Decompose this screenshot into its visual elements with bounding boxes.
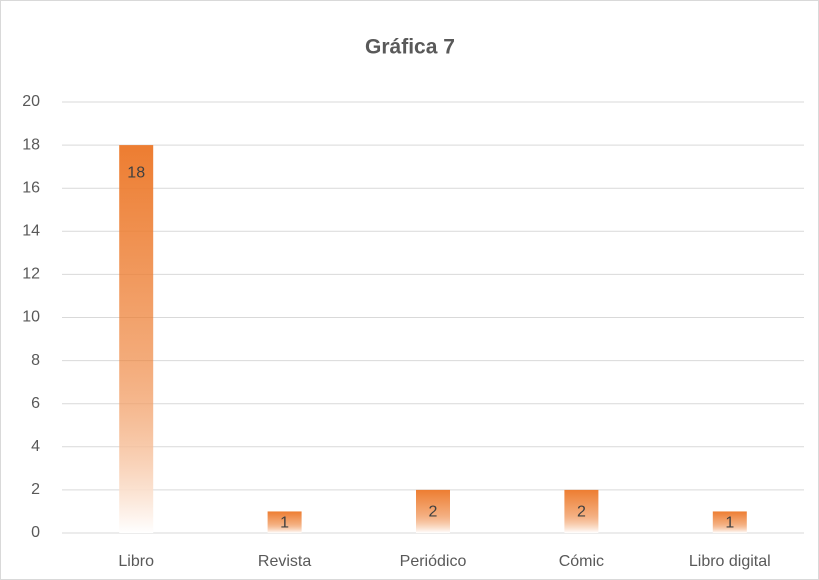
bar [267,511,302,533]
x-tick-label: Cómic [559,553,604,570]
chart-title: Gráfica 7 [365,36,455,59]
data-label: 2 [429,504,438,521]
data-label: 1 [280,514,289,531]
x-tick-label: Revista [258,553,311,570]
bar [416,489,450,533]
y-tick-label: 14 [22,223,40,240]
y-tick-label: 0 [31,524,40,541]
data-label: 1 [725,514,734,531]
y-tick-label: 10 [22,309,40,326]
bar [564,489,599,533]
x-tick-label: Libro digital [689,553,771,570]
y-tick-label: 20 [22,93,40,110]
bar [119,145,154,533]
y-tick-label: 16 [22,179,40,196]
y-tick-label: 18 [22,136,40,153]
y-tick-label: 2 [31,481,40,498]
x-tick-label: Periódico [400,553,467,570]
y-tick-label: 8 [31,352,40,369]
data-label: 2 [577,504,586,521]
bar [712,511,747,533]
data-label: 18 [127,164,145,181]
y-tick-label: 6 [31,395,40,412]
y-tick-label: 4 [31,438,40,455]
y-tick-label: 12 [22,266,40,283]
x-tick-label: Libro [118,553,154,570]
